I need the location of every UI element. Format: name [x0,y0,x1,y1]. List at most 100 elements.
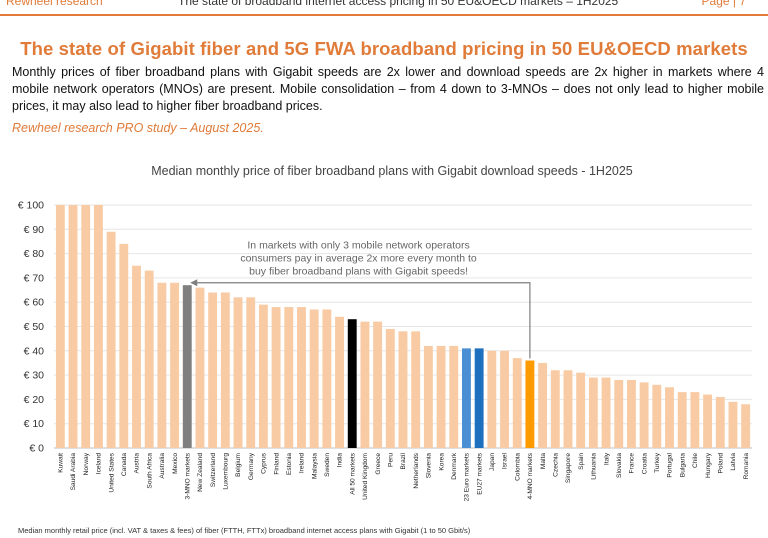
x-tick-label: Cyprus [261,452,268,474]
bar-norway [81,205,91,448]
x-tick-label: France [629,453,636,474]
x-tick-label: Netherlands [413,452,420,488]
bar-france [626,379,636,448]
x-tick-label: Luxembourg [223,453,230,490]
bar-finland [271,307,281,448]
bar-hungary [703,394,713,448]
x-tick-label: Ireland [299,453,306,473]
x-tick-label: Sweden [324,453,331,477]
y-tick-label: € 70 [24,272,45,284]
annotation-text-line: buy fiber broadband plans with Gigabit s… [249,266,468,278]
x-tick-label: Norway [83,452,90,475]
x-tick-label: Canada [121,453,128,476]
x-tick-label: Colombia [514,453,521,481]
bar-kuwait [55,205,65,448]
bar-italy [601,377,611,448]
x-tick-label: Korea [438,453,445,471]
bar-ireland [297,307,306,448]
bar-singapore [563,370,573,448]
bar-greece [373,321,383,448]
x-tick-label: United States [108,452,115,492]
x-tick-label: Iceland [96,453,103,475]
x-tick-label: Slovakia [616,453,623,478]
bar-canada [119,243,129,448]
bar-czechia [550,370,560,448]
y-tick-label: € 60 [24,297,45,309]
x-tick-label: United Kingdom [362,452,369,499]
document-title: The state of broadband internet access p… [178,0,619,8]
x-tick-label: Croatia [641,453,648,475]
bar-india [335,316,344,448]
x-tick-label: Denmark [451,452,458,479]
x-tick-label: Brazil [400,452,407,469]
annotation-arrow-line [196,282,531,359]
x-tick-label: Mexico [172,453,179,474]
x-tick-label: Israel [502,452,509,469]
bar-turkey [652,384,662,448]
study-note: Rewheel research PRO study – August 2025… [12,121,264,135]
x-tick-label: 4-MNO markets [527,452,534,499]
x-tick-label: Australia [159,453,166,479]
bar-iceland [93,205,103,448]
y-tick-label: € 40 [24,345,45,357]
bar-brazil [398,331,408,448]
bar-sweden [322,309,332,448]
x-tick-label: Hungary [705,452,712,478]
header-bar: Rewheel research The state of broadband … [0,0,768,16]
x-tick-label: Germany [248,452,255,480]
x-tick-label: EU27 markets [476,452,483,494]
y-tick-label: € 20 [24,394,45,406]
x-tick-label: Spain [578,453,585,470]
bar-new-zealand [195,287,205,448]
bar-4-mno-markets [525,360,535,448]
bar-mexico [170,282,180,448]
price-bar-chart: € 0 € 10 € 20 € 30 € 40 € 50 € 60 € 70 € 80 € 90 €… [18,200,752,501]
page-number: Page | 7 [701,0,746,8]
bar-eu27-markets [474,348,484,448]
bar-switzerland [208,292,218,448]
x-tick-label: Turkey [654,452,661,473]
x-tick-label: Japan [489,453,496,471]
x-tick-label: New Zealand [197,453,204,492]
bar-saudi-arabia [68,205,78,448]
bar-germany [246,297,256,448]
y-tick-label: € 50 [24,321,45,333]
bar-romania [741,404,751,448]
bar-united-states [106,231,116,448]
x-tick-label: Peru [388,453,395,467]
x-tick-label: Bulgaria [679,453,686,478]
bar-korea [436,345,446,448]
bar-3-mno-markets [182,285,192,448]
x-tick-label: South Africa [146,453,153,489]
bar-slovenia [423,345,433,448]
x-tick-label: Slovenia [426,453,433,479]
bar-spain [576,372,586,448]
chart-title: Median monthly price of fiber broadband … [151,164,633,178]
x-tick-label: Czechia [552,453,559,477]
bar-lithuania [588,377,598,448]
bar-united-kingdom [360,321,370,448]
annotation-text-line: In markets with only 3 mobile network op… [247,240,469,252]
bar-slovakia [614,379,624,448]
x-tick-label: Poland [717,453,724,474]
bar-austria [132,265,141,448]
bar-peru [385,328,395,448]
bar-chile [690,392,700,448]
bar-estonia [284,307,294,448]
footnote: Median monthly retail price (incl. VAT &… [18,526,471,535]
annotation-arrowhead [190,279,198,287]
bar-latvia [728,401,738,448]
bar-israel [500,350,509,448]
x-tick-label: Portugal [667,452,674,477]
x-tick-label: Austria [134,453,141,474]
bar-23-euro-markets [462,348,471,448]
x-tick-label: Lithuania [591,453,598,480]
x-tick-label: 3-MNO markets [184,452,191,499]
x-tick-label: Kuwait [58,453,65,473]
y-tick-label: € 30 [24,370,45,382]
bar-poland [715,396,725,448]
page-title: The state of Gigabit fiber and 5G FWA br… [20,38,748,59]
brand-name: Rewheel research [6,0,103,8]
x-tick-label: Italy [603,452,610,465]
x-tick-label: Estonia [286,453,293,475]
